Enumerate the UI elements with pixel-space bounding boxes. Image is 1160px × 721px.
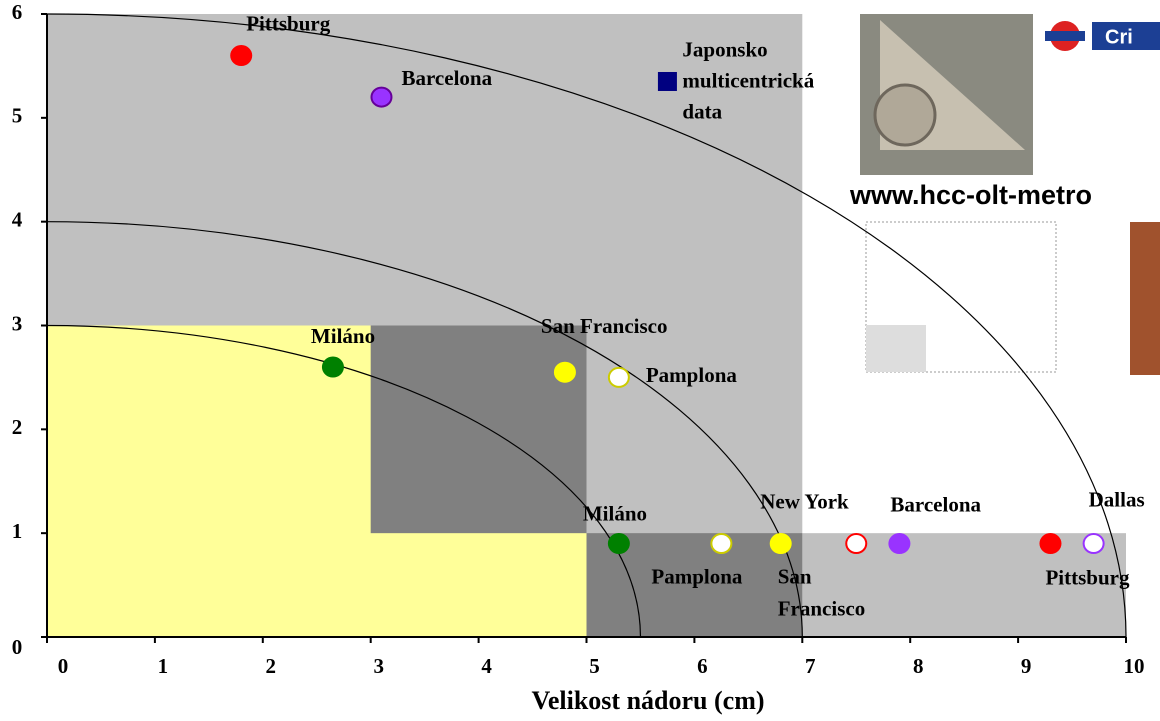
point-label: Miláno — [583, 501, 647, 525]
point-label: San Francisco — [541, 314, 668, 338]
x-tick-label: 8 — [913, 654, 924, 678]
x-tick-label: 0 — [58, 654, 69, 678]
y-tick-label: 2 — [12, 415, 23, 439]
point — [1039, 533, 1062, 555]
point — [657, 71, 677, 91]
point-label: Francisco — [778, 596, 865, 620]
point-label: Barcelona — [401, 66, 492, 90]
point — [321, 356, 344, 378]
x-tick-label: 2 — [266, 654, 277, 678]
logo-text: Cri — [1105, 26, 1133, 48]
point — [553, 361, 576, 383]
x-tick-label: 6 — [697, 654, 708, 678]
point-label: San — [778, 564, 812, 588]
boundary-curve — [46, 324, 642, 638]
inset-chart — [866, 325, 926, 372]
point — [888, 533, 911, 555]
point — [1082, 533, 1105, 555]
photo-shape — [873, 83, 937, 147]
region — [370, 325, 587, 534]
point — [230, 45, 253, 67]
point-label: data — [682, 99, 722, 123]
point-label: New York — [760, 489, 849, 513]
point-label: Barcelona — [890, 492, 981, 516]
x-tick-label: 3 — [373, 654, 384, 678]
background — [47, 14, 1126, 637]
x-axis-title: Velikost nádoru (cm) — [531, 686, 764, 715]
x-tick-label: 7 — [805, 654, 816, 678]
point — [607, 366, 630, 388]
y-tick-label: 1 — [12, 519, 23, 543]
boundary-curve — [46, 13, 1127, 638]
y-tick-label: 6 — [12, 0, 23, 24]
x-tick-label: 1 — [158, 654, 169, 678]
point-label: multicentrická — [682, 68, 814, 92]
logo-bar — [1092, 22, 1160, 50]
point-label: Pamplona — [651, 564, 743, 588]
url-text: www.hcc-olt-metro — [849, 180, 1092, 210]
point-label: Pittsburg — [246, 11, 331, 35]
collage: Cri www.hcc-olt-metro — [849, 14, 1160, 400]
y-tick-label: 3 — [12, 311, 23, 335]
point-label: Japonsko — [682, 37, 767, 61]
logo — [1045, 31, 1085, 41]
y-tick-label: 4 — [12, 207, 23, 231]
point — [845, 533, 868, 555]
point-label: Dallas — [1089, 487, 1145, 511]
photo — [1130, 222, 1160, 375]
x-tick-label: 5 — [589, 654, 600, 678]
point-label: Pittsburg — [1045, 565, 1130, 589]
point — [607, 533, 630, 555]
x-tick-label: 4 — [481, 654, 492, 678]
x-tick-label: 10 — [1124, 654, 1145, 678]
y-tick-label: 5 — [12, 104, 23, 128]
y-tick-label: 0 — [12, 635, 23, 659]
point — [710, 533, 733, 555]
point — [769, 533, 792, 555]
x-tick-label: 9 — [1021, 654, 1032, 678]
point — [370, 86, 393, 108]
point-label: Miláno — [311, 324, 375, 348]
plot: 0 1 2 3 4 5 6 0 1 2 3 4 5 6 7 8 9 10 Pittsburg Barcelona Jap… — [12, 0, 1145, 678]
point-label: Pamplona — [646, 363, 738, 387]
inset-chart — [865, 221, 1057, 373]
